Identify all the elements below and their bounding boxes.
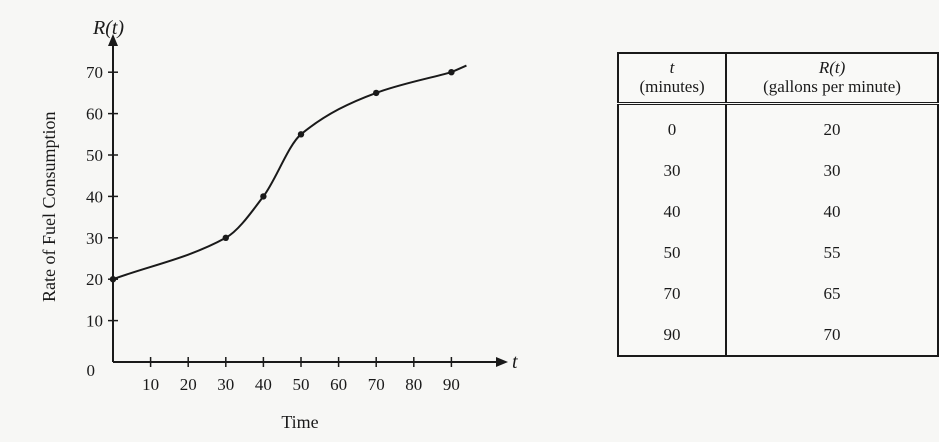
y-tick-label: 10 (86, 312, 103, 331)
table-row: 50 55 (618, 232, 938, 273)
x-tick-label: 30 (217, 375, 234, 394)
y-tick-label: 60 (86, 105, 103, 124)
table-row: 0 20 (618, 103, 938, 150)
header-rt-var: R(t) (818, 58, 846, 77)
cell-rt: 20 (823, 119, 841, 139)
table-header-row: t (minutes) R(t) (gallons per minute) (618, 53, 938, 105)
cell-t: 70 (618, 273, 728, 314)
table-row: 90 70 (618, 314, 938, 356)
header-rt-unit: (gallons per minute) (763, 77, 901, 96)
fuel-consumption-graph: 10 20 30 40 50 60 70 80 90 10 20 30 40 50 60 70 0 t R(t) Ti… (39, 17, 518, 432)
data-point (260, 193, 267, 200)
rate-table-container: t (minutes) R(t) (gallons per minute) 0 … (617, 52, 939, 357)
header-rt: R(t) (gallons per minute) (726, 53, 938, 105)
cell-t: 50 (618, 232, 728, 273)
header-t-var: t (669, 58, 675, 77)
cell-rt: 65 (823, 283, 841, 303)
y-axis-variable: R(t) (92, 17, 124, 39)
x-tick-label: 20 (180, 375, 197, 394)
y-tick-label: 40 (86, 187, 103, 206)
data-point (297, 131, 305, 138)
rate-table: t (minutes) R(t) (gallons per minute) 0 … (617, 52, 939, 357)
cell-rt: 30 (823, 160, 841, 180)
x-tick-label: 40 (255, 375, 272, 394)
y-tick-label: 20 (86, 270, 103, 289)
x-axis-variable: t (512, 351, 518, 373)
y-axis-title: Rate of Fuel Consumption (39, 112, 59, 303)
y-tick-label: 70 (86, 63, 103, 82)
x-axis-title: Time (281, 412, 318, 432)
data-point (448, 69, 455, 76)
x-axis-arrow (496, 357, 508, 367)
table-row: 70 65 (618, 273, 938, 314)
series-line (112, 64, 467, 281)
x-tick-label: 80 (405, 375, 422, 394)
x-tick-label: 70 (368, 375, 385, 394)
cell-rt: 55 (823, 242, 841, 262)
cell-t: 40 (618, 191, 728, 232)
y-tick-label: 50 (86, 146, 103, 165)
origin-label: 0 (87, 361, 96, 380)
cell-rt: 70 (823, 324, 841, 344)
data-point (373, 89, 380, 97)
table-row: 40 40 (618, 191, 938, 232)
y-tick-label: 30 (86, 229, 103, 248)
header-t: t (minutes) (618, 53, 728, 105)
x-tick-label: 50 (293, 375, 310, 394)
cell-rt: 40 (823, 201, 841, 221)
chart-svg: 10 20 30 40 50 60 70 80 90 10 20 30 40 50 60 70 0 t R(t) Ti… (39, 17, 518, 432)
x-tick-label: 60 (330, 375, 347, 394)
cell-t: 90 (618, 314, 728, 356)
cell-t: 0 (618, 103, 728, 150)
cell-t: 30 (618, 150, 728, 191)
header-t-unit: (minutes) (639, 77, 705, 96)
x-tick-label: 10 (142, 375, 159, 394)
data-point (109, 276, 117, 283)
table-row: 30 30 (618, 150, 938, 191)
y-axis-arrow (108, 34, 118, 46)
x-tick-label: 90 (443, 375, 460, 394)
data-point (222, 234, 229, 241)
